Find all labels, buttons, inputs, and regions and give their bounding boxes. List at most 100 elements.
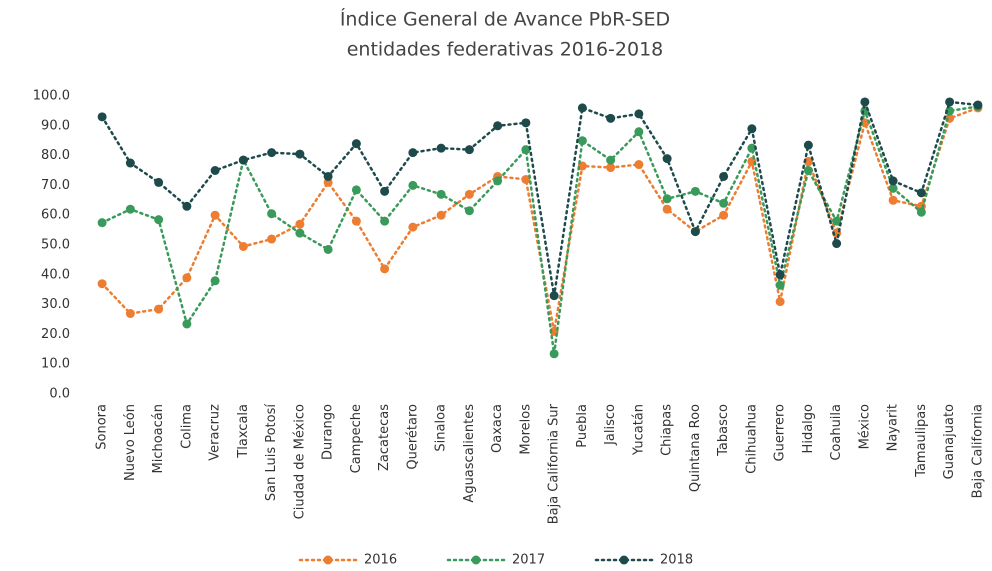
point bbox=[125, 158, 135, 168]
x-tick-label: Guanajuato bbox=[942, 404, 957, 479]
y-tick-label: 50.0 bbox=[41, 238, 70, 253]
x-tick-label: Tamaulipas bbox=[914, 404, 929, 478]
chart-title: entidades federativas 2016-2018 bbox=[347, 39, 664, 61]
point bbox=[719, 171, 729, 181]
x-tick-label: Campeche bbox=[349, 404, 364, 473]
point bbox=[634, 109, 644, 119]
point bbox=[832, 216, 842, 226]
point bbox=[493, 121, 503, 131]
point bbox=[182, 319, 192, 329]
point bbox=[803, 166, 813, 175]
x-tick-label: Sinaloa bbox=[434, 404, 449, 452]
point bbox=[606, 163, 616, 173]
x-tick-label: Tlaxcala bbox=[236, 404, 251, 459]
point bbox=[888, 176, 898, 186]
x-tick-label: Zacatecas bbox=[377, 404, 392, 471]
point bbox=[690, 186, 700, 196]
point bbox=[267, 209, 277, 219]
point bbox=[634, 127, 644, 137]
point bbox=[351, 216, 361, 226]
x-tick-label: Chihuahua bbox=[744, 404, 759, 474]
x-tick-label: Tabasco bbox=[716, 404, 731, 457]
point bbox=[238, 241, 248, 251]
point bbox=[973, 100, 983, 110]
point bbox=[775, 280, 785, 290]
y-tick-label: 0.0 bbox=[49, 387, 70, 402]
point bbox=[662, 204, 672, 214]
x-tick-label: Chiapas bbox=[660, 404, 675, 456]
point bbox=[606, 113, 616, 123]
point bbox=[436, 143, 446, 153]
x-tick-label: Puebla bbox=[575, 404, 590, 448]
point bbox=[634, 160, 644, 170]
x-tick-label: Quintana Roo bbox=[688, 404, 703, 492]
x-tick-label: Morelos bbox=[518, 404, 533, 455]
point bbox=[351, 139, 361, 149]
point bbox=[408, 222, 418, 232]
point bbox=[577, 103, 587, 113]
point bbox=[408, 180, 418, 190]
point bbox=[380, 186, 390, 196]
point bbox=[493, 176, 503, 186]
x-tick-label: Nuevo León bbox=[123, 404, 138, 481]
x-tick-label: Querétaro bbox=[405, 404, 420, 470]
legend-marker bbox=[323, 555, 333, 565]
point bbox=[521, 174, 531, 184]
point bbox=[747, 124, 757, 134]
legend-marker bbox=[471, 555, 481, 565]
point bbox=[747, 143, 757, 153]
point bbox=[464, 206, 474, 216]
point bbox=[775, 270, 785, 280]
point bbox=[775, 297, 785, 307]
point bbox=[803, 140, 813, 150]
point bbox=[690, 227, 700, 237]
point bbox=[210, 166, 220, 175]
point bbox=[719, 210, 729, 220]
y-tick-label: 80.0 bbox=[41, 148, 70, 163]
point bbox=[662, 194, 672, 204]
point bbox=[945, 97, 955, 107]
point bbox=[125, 309, 135, 319]
point bbox=[125, 204, 135, 214]
point bbox=[380, 264, 390, 274]
point bbox=[267, 148, 277, 158]
x-tick-label: San Luis Potosí bbox=[264, 404, 279, 502]
x-tick-label: Durango bbox=[321, 404, 336, 460]
y-tick-label: 70.0 bbox=[41, 178, 70, 193]
legend-label: 2016 bbox=[364, 553, 397, 568]
x-tick-label: Oaxaca bbox=[490, 404, 505, 453]
legend-label: 2018 bbox=[660, 553, 693, 568]
point bbox=[351, 185, 361, 195]
x-tick-label: Veracruz bbox=[208, 404, 223, 461]
x-tick-label: Baja California Sur bbox=[547, 403, 562, 524]
series-line bbox=[100, 105, 980, 354]
point bbox=[577, 136, 587, 146]
x-tick-label: Aguascalientes bbox=[462, 404, 477, 503]
point bbox=[549, 349, 559, 359]
point bbox=[380, 216, 390, 226]
x-tick-label: Ciudad de México bbox=[292, 404, 307, 519]
point bbox=[323, 244, 333, 254]
point bbox=[210, 210, 220, 220]
point bbox=[154, 304, 164, 314]
y-tick-label: 60.0 bbox=[41, 208, 70, 223]
point bbox=[295, 219, 305, 229]
point bbox=[182, 273, 192, 283]
y-tick-label: 30.0 bbox=[41, 297, 70, 312]
point bbox=[295, 149, 305, 159]
point bbox=[238, 155, 248, 165]
legend-label: 2017 bbox=[512, 553, 545, 568]
point bbox=[549, 291, 559, 301]
point bbox=[182, 201, 192, 211]
legend-marker bbox=[619, 555, 629, 565]
y-tick-label: 40.0 bbox=[41, 267, 70, 282]
point bbox=[888, 195, 898, 205]
x-tick-label: Michoacán bbox=[151, 404, 166, 474]
x-tick-label: Baja California bbox=[970, 404, 985, 498]
point bbox=[606, 155, 616, 165]
y-tick-label: 20.0 bbox=[41, 327, 70, 342]
x-tick-label: Guerrero bbox=[773, 404, 788, 462]
series-line bbox=[100, 106, 980, 332]
point bbox=[436, 189, 446, 199]
